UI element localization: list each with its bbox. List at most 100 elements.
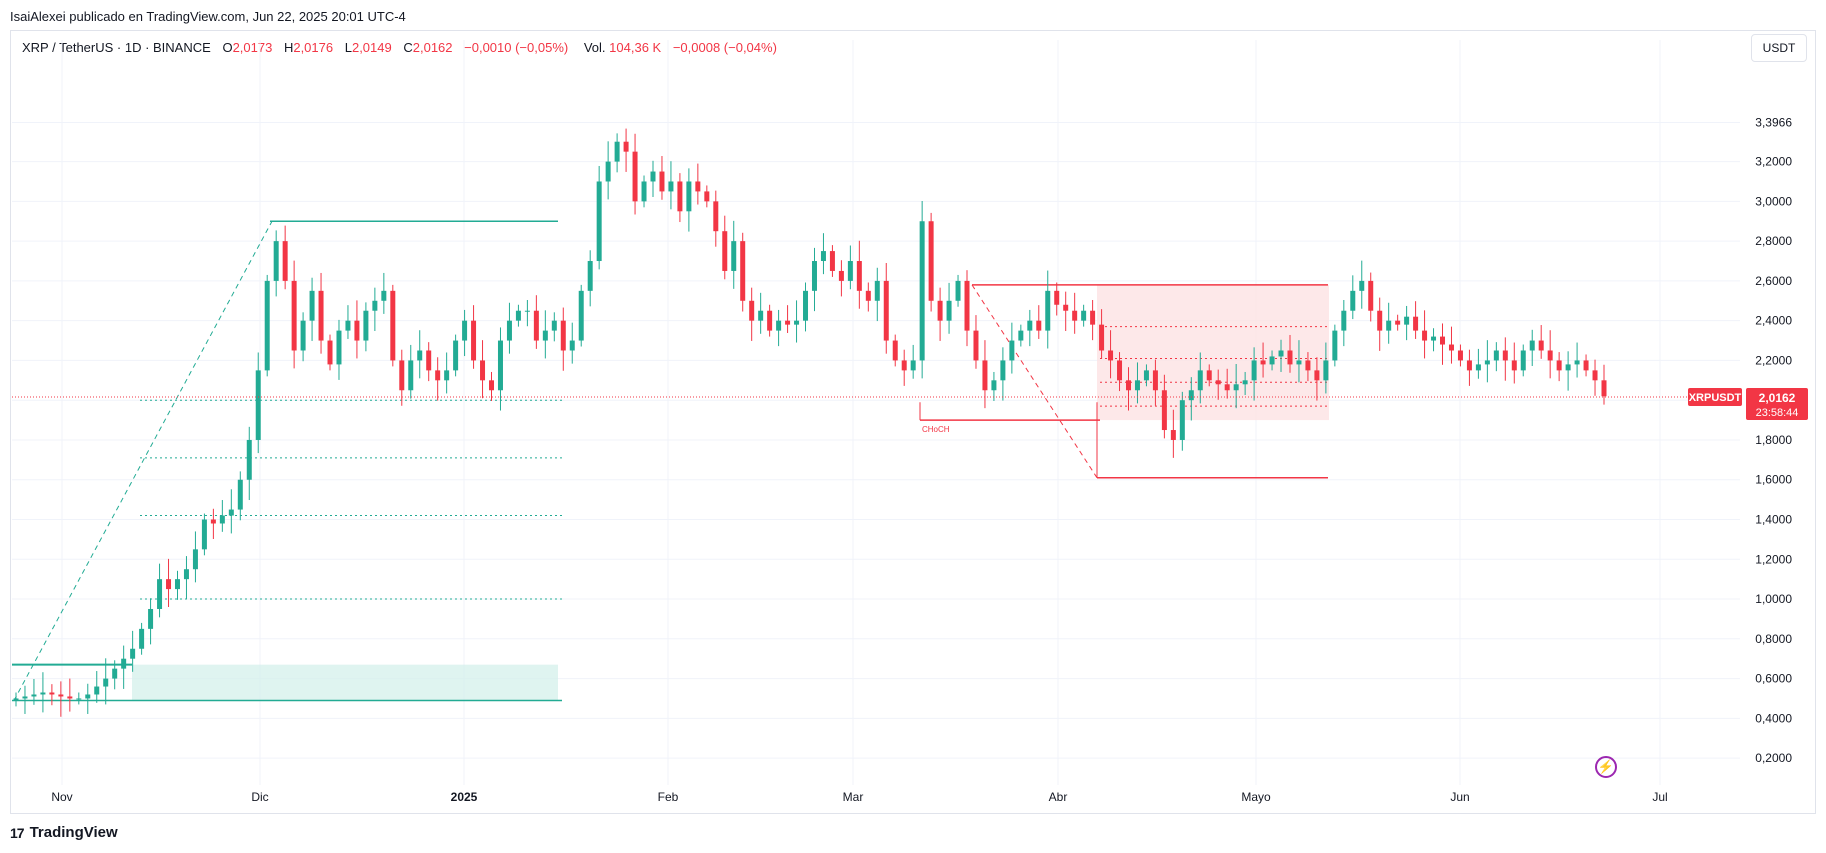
candle-body xyxy=(1090,310,1096,325)
candle-body xyxy=(489,380,495,391)
green-demand-zone xyxy=(132,664,558,701)
candle-body xyxy=(13,698,19,701)
candle-body xyxy=(166,579,172,590)
candle-body xyxy=(1484,360,1490,365)
candle-body xyxy=(811,261,817,291)
candle-body xyxy=(453,340,459,371)
candle-body xyxy=(1296,360,1302,365)
candle-body xyxy=(139,628,145,649)
candle-body xyxy=(767,310,773,331)
candle-body xyxy=(1054,290,1060,305)
high-value: 2,0176 xyxy=(293,40,334,55)
candle-body xyxy=(1440,336,1446,345)
candle-body xyxy=(1359,280,1365,291)
red-range-box xyxy=(1097,284,1329,421)
volume-value: 104,36 K xyxy=(609,40,662,55)
candle-body xyxy=(444,370,450,381)
lightning-icon[interactable]: ⚡ xyxy=(1595,756,1617,778)
candle-body xyxy=(471,320,477,361)
low-value: 2,0149 xyxy=(351,40,392,55)
close-value: 2,0162 xyxy=(412,40,453,55)
y-tick-label: 3,2000 xyxy=(1755,155,1792,169)
candle-body xyxy=(695,181,701,192)
candle-body xyxy=(1395,320,1401,325)
candle-body xyxy=(722,231,728,271)
open-label: O xyxy=(222,40,233,55)
candle-body xyxy=(1152,370,1158,391)
footer-brand-text: TradingView xyxy=(29,824,118,841)
candle-body xyxy=(112,668,118,679)
candle-body xyxy=(1547,350,1553,361)
candle-body xyxy=(856,261,862,291)
candle-body xyxy=(1583,360,1589,371)
x-tick-label: Mar xyxy=(843,790,864,804)
symbol-label[interactable]: XRP / TetherUS · 1D · BINANCE xyxy=(22,40,211,55)
candle-body xyxy=(758,310,764,321)
candle-body xyxy=(506,320,512,341)
candle-body xyxy=(1269,356,1275,365)
candle-body xyxy=(1161,390,1167,431)
y-tick-label: 2,4000 xyxy=(1755,314,1792,328)
candle-body xyxy=(363,310,369,341)
ohlc-legend: XRP / TetherUS · 1D · BINANCE O2,0173 H2… xyxy=(22,40,789,55)
close-label: C xyxy=(403,40,413,55)
candle-body xyxy=(148,608,154,629)
candle-body xyxy=(291,280,297,351)
candle-body xyxy=(632,151,638,202)
candle-body xyxy=(1475,364,1481,371)
high-label: H xyxy=(283,40,294,55)
candle-body xyxy=(1332,330,1338,361)
candle-body xyxy=(838,270,844,281)
candle-body xyxy=(533,310,539,341)
y-tick-label: 0,6000 xyxy=(1755,672,1792,686)
candle-body xyxy=(1251,360,1257,381)
y-tick-label: 3,0000 xyxy=(1755,194,1792,208)
candle-body xyxy=(1278,350,1284,357)
candle-body xyxy=(327,340,333,365)
candle-body xyxy=(991,380,997,391)
candle-body xyxy=(1341,310,1347,331)
candle-body xyxy=(255,370,261,440)
candle-body xyxy=(85,694,91,699)
candle-body xyxy=(910,360,916,371)
candle-body xyxy=(1502,350,1508,361)
candle-body xyxy=(829,251,835,271)
currency-button[interactable]: USDT xyxy=(1751,34,1807,62)
candle-body xyxy=(76,698,82,700)
candle-body xyxy=(1063,304,1069,311)
candle-body xyxy=(192,549,198,570)
y-tick-label: 2,2000 xyxy=(1755,353,1792,367)
candle-body xyxy=(219,515,225,524)
candle-body xyxy=(515,310,521,321)
candle-body xyxy=(58,694,64,697)
candle-body xyxy=(794,320,800,325)
candle-body xyxy=(1556,360,1562,371)
candle-body xyxy=(121,658,127,669)
candle-body xyxy=(587,261,593,291)
candle-body xyxy=(569,340,575,351)
candle-body xyxy=(677,181,683,212)
candle-body xyxy=(201,519,207,550)
candle-body xyxy=(551,320,557,331)
candle-body xyxy=(614,141,620,162)
candle-body xyxy=(1000,360,1006,381)
candle-body xyxy=(318,290,324,341)
candle-body xyxy=(803,290,809,321)
candle-body xyxy=(820,251,826,262)
candle-body xyxy=(1206,370,1212,381)
candle-body xyxy=(130,648,136,659)
candle-body xyxy=(1009,340,1015,361)
candle-body xyxy=(264,280,270,371)
candle-body xyxy=(282,241,288,281)
candle-body xyxy=(785,320,791,325)
candle-body xyxy=(596,181,602,262)
candle-body xyxy=(1125,380,1131,391)
footer-brand[interactable]: 17 TradingView xyxy=(10,824,118,841)
candle-body xyxy=(1368,280,1374,311)
candle-body xyxy=(417,350,423,361)
y-tick-label: 1,4000 xyxy=(1755,513,1792,527)
candle-body xyxy=(1404,316,1410,325)
candle-body xyxy=(1081,310,1087,321)
candle-body xyxy=(237,479,243,510)
